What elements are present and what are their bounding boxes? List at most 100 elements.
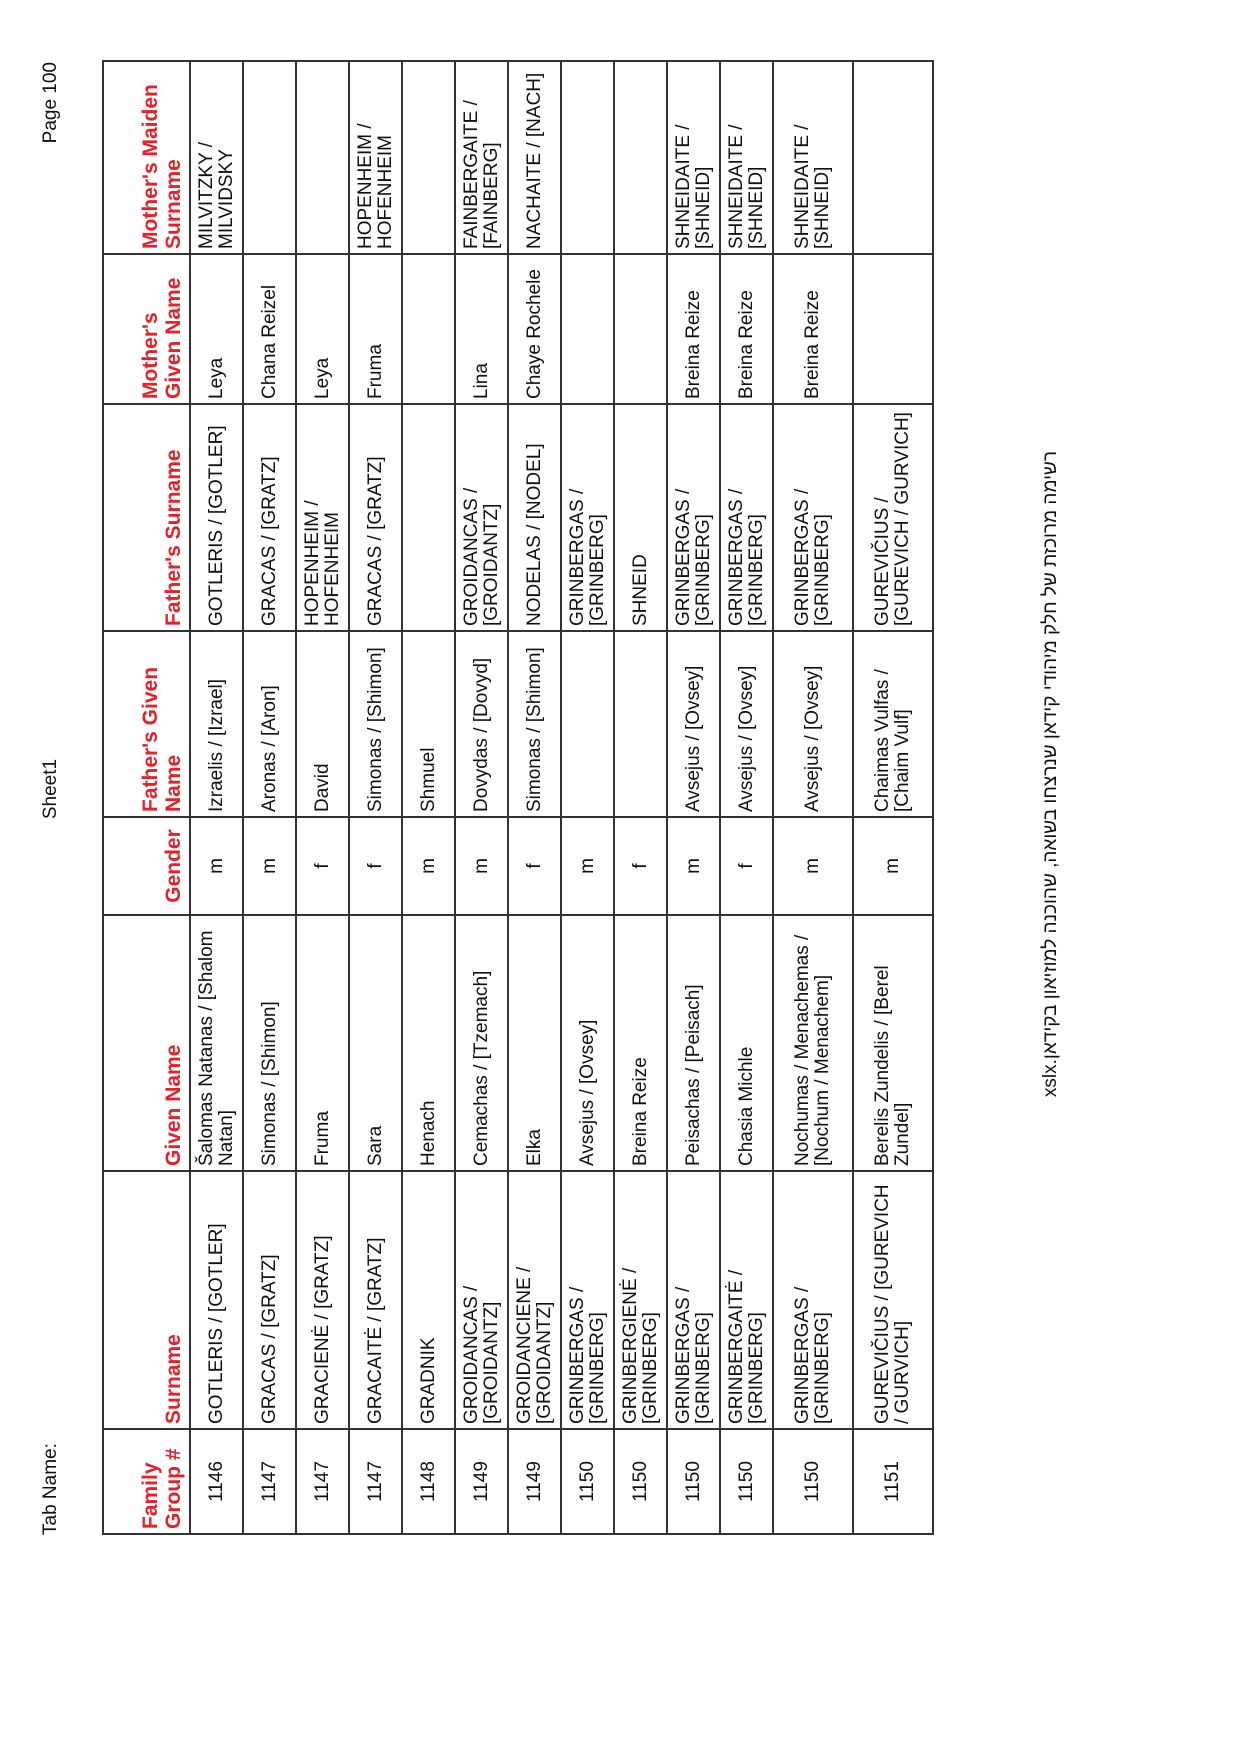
table-cell: Leya [296, 254, 349, 404]
table-cell: SHNEIDAITE / [SHNEID] [773, 61, 853, 254]
table-cell: Simonas / [Shimon] [508, 631, 561, 817]
table-cell [614, 254, 667, 404]
table-cell: GROIDANCIENE / [GROIDANTZ] [508, 1171, 561, 1429]
table-cell: Aronas / [Aron] [243, 631, 296, 817]
table-row: 1150 GRINBERGAITĖ / [GRINBERG] Chasia Mich… [720, 61, 773, 1534]
table-cell [561, 254, 614, 404]
table-cell [561, 631, 614, 817]
table-cell: NODELAS / [NODEL] [508, 404, 561, 631]
table-cell [853, 254, 933, 404]
column-header: Mother's Given Name [103, 254, 190, 404]
table-cell [402, 61, 455, 254]
footer-filename: רשימה מרוכזת של חלק מיהודי קידאן שנרצחו … [1040, 450, 1061, 1098]
table-cell: 1151 [853, 1429, 933, 1534]
table-cell: f [508, 817, 561, 915]
family-table: Family Group # Surname Given Name Gender Fat… [102, 60, 934, 1535]
table-cell: SHNEIDAITE / [SHNEID] [667, 61, 720, 254]
table-cell: Cemachas / [Tzemach] [455, 915, 508, 1171]
header-row: Family Group # Surname Given Name Gender Fat… [103, 61, 190, 1534]
table-cell: NACHAITE / [NACH] [508, 61, 561, 254]
table-cell [614, 631, 667, 817]
table-cell: Simonas / [Shimon] [243, 915, 296, 1171]
table-cell: GRINBERGAS / [GRINBERG] [720, 404, 773, 631]
table-cell: Lina [455, 254, 508, 404]
table-cell: GOTLERIS / [GOTLER] [190, 404, 243, 631]
table-cell: m [402, 817, 455, 915]
table-cell: Simonas / [Shimon] [349, 631, 402, 817]
table-cell [243, 61, 296, 254]
table-cell: GRACIENĖ / [GRATZ] [296, 1171, 349, 1429]
table-cell: 1147 [243, 1429, 296, 1534]
column-header: Gender [103, 817, 190, 915]
table-cell: Sara [349, 915, 402, 1171]
table-cell: Izraelis / [Izrael] [190, 631, 243, 817]
column-header: Surname [103, 1171, 190, 1429]
table-cell: GRINBERGAS / [GRINBERG] [667, 404, 720, 631]
table-cell: FAINBERGAITE / [FAINBERG] [455, 61, 508, 254]
table-cell: GRACAS / [GRATZ] [243, 1171, 296, 1429]
table-cell: Elka [508, 915, 561, 1171]
column-header: Mother's Maiden Surname [103, 61, 190, 254]
table-cell: HOPENHEIM / HOFENHEIM [349, 61, 402, 254]
table-cell: Nochumas / Menachemas / [Nochum / Menach… [773, 915, 853, 1171]
table-cell: GUREVIČIUS / [GUREVICH / GURVICH] [853, 404, 933, 631]
table-cell: GROIDANCAS / [GROIDANTZ] [455, 404, 508, 631]
table-cell [614, 61, 667, 254]
table-cell [561, 61, 614, 254]
table-cell: 1147 [349, 1429, 402, 1534]
table-cell: HOPENHEIM / HOFENHEIM [296, 404, 349, 631]
table-cell: m [773, 817, 853, 915]
table-cell: 1146 [190, 1429, 243, 1534]
table-cell: SHNEID [614, 404, 667, 631]
table-row: 1147 GRACAITĖ / [GRATZ] Sara f Simonas / [Sh… [349, 61, 402, 1534]
table-cell: MILVITZKY / MILVIDSKY [190, 61, 243, 254]
table-cell: Avsejus / [Ovsey] [561, 915, 614, 1171]
table-cell: Chana Reizel [243, 254, 296, 404]
table-row: 1146 GOTLERIS / [GOTLER] Šalomas Natanas /… [190, 61, 243, 1534]
table-cell: Leya [190, 254, 243, 404]
table-cell: GRACAS / [GRATZ] [243, 404, 296, 631]
table-cell: Avsejus / [Ovsey] [720, 631, 773, 817]
table-cell: Fruma [296, 915, 349, 1171]
table-cell: Berelis Zundelis / [Berel Zundel] [853, 915, 933, 1171]
tab-name-label: Tab Name: [40, 1443, 61, 1535]
table-cell: f [296, 817, 349, 915]
table-cell: m [853, 817, 933, 915]
table-cell: m [243, 817, 296, 915]
table-cell: 1147 [296, 1429, 349, 1534]
table-cell: GUREVIČIUS / [GUREVICH / GURVICH] [853, 1171, 933, 1429]
table-cell: GRADNIK [402, 1171, 455, 1429]
column-header: Given Name [103, 915, 190, 1171]
table-cell: GRINBERGAITĖ / [GRINBERG] [720, 1171, 773, 1429]
table-row: 1151 GUREVIČIUS / [GUREVICH / GURVICH] Ber… [853, 61, 933, 1534]
table-row: 1147 GRACIENĖ / [GRATZ] Fruma f David HOPENHE… [296, 61, 349, 1534]
page-number: Page 100 [40, 62, 61, 144]
table-cell [296, 61, 349, 254]
table-cell: David [296, 631, 349, 817]
table-cell: f [349, 817, 402, 915]
table-cell: GRINBERGAS / [GRINBERG] [667, 1171, 720, 1429]
table-cell: GRACAS / [GRATZ] [349, 404, 402, 631]
sheet-name: Sheet1 [40, 758, 61, 820]
table-cell: m [667, 817, 720, 915]
column-header: Family Group # [103, 1429, 190, 1534]
table-cell: 1150 [720, 1429, 773, 1534]
table-cell: GRINBERGAS / [GRINBERG] [773, 1171, 853, 1429]
table-row: 1150 GRINBERGAS / [GRINBERG] Avsejus / [Ov… [561, 61, 614, 1534]
table-cell: 1150 [614, 1429, 667, 1534]
table-cell: 1149 [508, 1429, 561, 1534]
table-row: 1148 GRADNIK Henach m Shmuel [402, 61, 455, 1534]
table-cell: GRINBERGAS / [GRINBERG] [561, 1171, 614, 1429]
table-cell [402, 254, 455, 404]
table-cell: Chaye Rochele [508, 254, 561, 404]
table-cell: Peisachas / [Peisach] [667, 915, 720, 1171]
table-cell: Chasia Michle [720, 915, 773, 1171]
table-cell: Breina Reize [773, 254, 853, 404]
table-cell: GRINBERGAS / [GRINBERG] [561, 404, 614, 631]
table-cell: GROIDANCAS / [GROIDANTZ] [455, 1171, 508, 1429]
table-row: 1147 GRACAS / [GRATZ] Simonas / [Shimon] m A… [243, 61, 296, 1534]
table-cell: 1150 [561, 1429, 614, 1534]
table-cell: GRACAITĖ / [GRATZ] [349, 1171, 402, 1429]
table-cell: m [561, 817, 614, 915]
